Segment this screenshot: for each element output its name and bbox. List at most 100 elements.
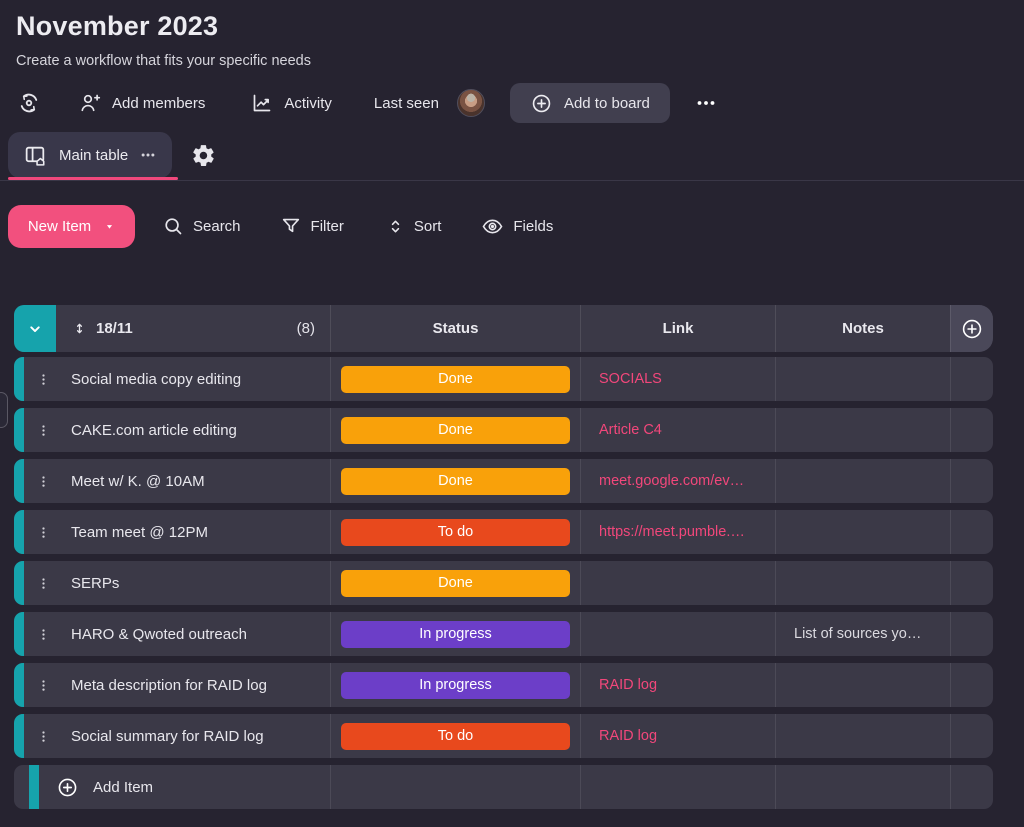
row-menu-icon[interactable] [36,524,51,541]
task-cell[interactable]: SERPs [14,561,330,605]
column-header-status[interactable]: Status [330,305,580,352]
last-seen[interactable]: Last seen [374,89,485,117]
status-pill[interactable]: Done [341,416,570,444]
add-to-board-label: Add to board [563,94,650,112]
avatar[interactable] [456,89,485,117]
row-menu-icon[interactable] [36,422,51,439]
notes-cell[interactable] [775,408,950,452]
row-color-accent [14,663,24,707]
activity-button[interactable]: Activity [250,91,332,115]
status-pill[interactable]: To do [341,518,570,546]
add-item-plus-icon [56,776,79,799]
notes-cell[interactable] [775,714,950,758]
tab-main-table[interactable]: Main table [8,132,173,178]
link-cell-text[interactable]: meet.google.com/ev… [599,473,745,489]
task-name[interactable]: CAKE.com article editing [71,421,237,439]
task-name[interactable]: Team meet @ 12PM [71,523,208,541]
new-item-button[interactable]: New Item [8,204,135,248]
sync-icon[interactable] [16,90,42,116]
add-item-row[interactable]: Add Item [14,765,993,809]
task-cell[interactable]: CAKE.com article editing [14,408,330,452]
link-cell-text[interactable]: SOCIALS [599,371,662,387]
notes-cell[interactable] [775,510,950,554]
notes-cell[interactable] [775,663,950,707]
group-collapse-button[interactable] [14,305,56,352]
search-button[interactable]: Search [162,215,241,237]
filter-button[interactable]: Filter [280,215,344,237]
extra-cell [950,357,993,401]
row-color-accent [14,714,24,758]
notes-cell[interactable] [775,561,950,605]
add-members-button[interactable]: Add members [78,91,205,115]
status-cell: Done [330,357,580,401]
link-cell-text[interactable]: https://meet.pumble.… [599,524,745,540]
extra-cell [950,765,993,809]
notes-cell[interactable]: List of sources yo… [775,612,950,656]
group-date-label[interactable]: 18/11 [96,320,133,337]
extra-cell [950,663,993,707]
row-menu-icon[interactable] [36,473,51,490]
column-header-notes[interactable]: Notes [775,305,950,352]
group-item-count: (8) [296,320,315,337]
fields-button[interactable]: Fields [481,215,553,238]
task-cell[interactable]: Team meet @ 12PM [14,510,330,554]
active-tab-indicator [8,177,178,180]
chevron-down-icon[interactable] [104,221,115,232]
task-name[interactable]: HARO & Qwoted outreach [71,625,247,643]
tab-main-table-label: Main table [59,146,129,164]
status-cell: To do [330,714,580,758]
link-cell [580,561,775,605]
task-cell[interactable]: Social summary for RAID log [14,714,330,758]
row-color-accent [14,459,24,503]
extra-cell [950,561,993,605]
last-seen-label: Last seen [373,94,439,112]
status-cell [330,765,580,809]
task-name[interactable]: Meta description for RAID log [71,676,267,694]
row-height-icon[interactable] [72,321,87,336]
more-options-icon[interactable] [694,91,718,115]
status-pill[interactable]: Done [341,467,570,495]
row-menu-icon[interactable] [36,371,51,388]
sort-button[interactable]: Sort [386,217,441,236]
link-cell-text[interactable]: RAID log [599,728,658,744]
table-row: SERPs Done [14,561,993,605]
notes-cell[interactable] [775,357,950,401]
task-name[interactable]: Meet w/ K. @ 10AM [71,472,205,490]
row-menu-icon[interactable] [36,728,51,745]
add-column-button[interactable] [950,305,993,352]
column-header-link[interactable]: Link [580,305,775,352]
notes-cell[interactable] [775,459,950,503]
row-menu-icon[interactable] [36,677,51,694]
link-cell: https://meet.pumble.… [580,510,775,554]
status-pill[interactable]: Done [341,365,570,393]
row-menu-icon[interactable] [36,626,51,643]
task-name[interactable]: Social summary for RAID log [71,727,264,745]
activity-label: Activity [284,94,332,112]
task-cell[interactable]: Social media copy editing [14,357,330,401]
tab-menu-icon[interactable] [139,146,157,164]
gear-icon[interactable] [191,143,216,168]
task-cell[interactable]: HARO & Qwoted outreach [14,612,330,656]
table-row: Meet w/ K. @ 10AM Done meet.google.com/e… [14,459,993,503]
status-pill[interactable]: In progress [341,671,570,699]
link-cell-text[interactable]: RAID log [599,677,658,693]
table-header-row: 18/11 (8) Status Link Notes [14,305,993,352]
actions-bar: New Item Search Filter Sort [8,204,553,248]
row-color-accent [29,765,39,809]
status-pill[interactable]: To do [341,722,570,750]
fields-label: Fields [513,217,554,235]
extra-cell [950,510,993,554]
status-pill[interactable]: In progress [341,620,570,648]
task-name[interactable]: SERPs [71,574,120,592]
task-name[interactable]: Social media copy editing [71,370,242,388]
row-menu-icon[interactable] [36,575,51,592]
extra-cell [950,714,993,758]
task-cell[interactable]: Meta description for RAID log [14,663,330,707]
page-title: November 2023 [16,11,219,41]
task-cell[interactable]: Meet w/ K. @ 10AM [14,459,330,503]
collapsed-panel-handle[interactable] [0,392,8,428]
link-cell-text[interactable]: Article C4 [599,422,662,438]
status-pill[interactable]: Done [341,569,570,597]
person-plus-icon [78,91,102,115]
add-to-board-button[interactable]: Add to board [509,83,670,123]
